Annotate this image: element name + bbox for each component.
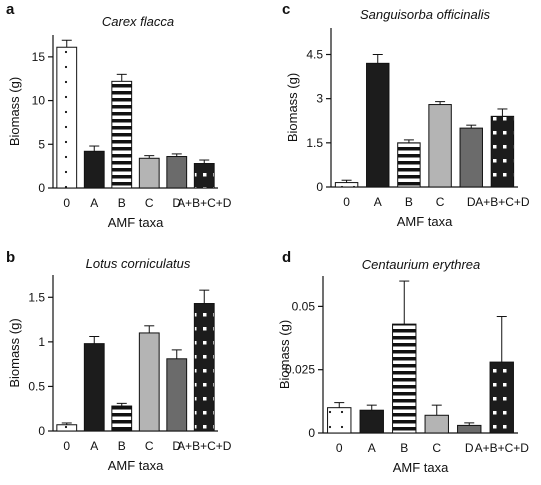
bar-abcd xyxy=(193,163,215,189)
bar-b xyxy=(392,323,417,434)
chart-title: Carex flacca xyxy=(102,14,174,29)
y-tick-label: 1.5 xyxy=(306,136,323,150)
bar-d xyxy=(457,424,482,434)
x-tick-label: A+B+C+D xyxy=(475,195,530,209)
chart-title: Lotus corniculatus xyxy=(86,256,191,271)
x-axis-label: AMF taxa xyxy=(397,214,453,229)
bar-d xyxy=(166,358,188,432)
bar-abcd xyxy=(193,303,215,432)
x-tick-label: A+B+C+D xyxy=(475,441,530,455)
x-tick-label: D xyxy=(172,439,181,453)
x-tick-label: A xyxy=(374,195,382,209)
y-tick-label: 1.5 xyxy=(28,290,45,304)
x-tick-label: C xyxy=(432,441,441,455)
panel-letter: a xyxy=(6,1,15,18)
chart-title: Centaurium erythrea xyxy=(362,257,481,272)
panel-c: c Sanguisorba officinalis 0 1.5 3 4.5 Biomass … xyxy=(282,1,530,229)
bar-c xyxy=(428,104,452,188)
x-tick-label: C xyxy=(145,196,154,210)
y-axis-label: Biomass (g) xyxy=(285,73,300,142)
bar-d xyxy=(166,156,188,189)
bar-control xyxy=(56,46,78,189)
x-tick-label: A xyxy=(90,439,98,453)
y-tick-label: 10 xyxy=(32,94,46,108)
x-tick-label: B xyxy=(118,196,126,210)
bar-a xyxy=(366,62,390,188)
x-tick-label: A xyxy=(90,196,98,210)
x-tick-label: 0 xyxy=(343,195,350,209)
x-tick-label: D xyxy=(465,441,474,455)
bar-control xyxy=(56,424,78,432)
x-tick-label: 0 xyxy=(63,196,70,210)
x-axis-label: AMF taxa xyxy=(393,460,449,475)
x-tick-label: 0 xyxy=(336,441,343,455)
bar-control xyxy=(327,407,352,434)
bar-c xyxy=(424,414,449,434)
panel-letter: c xyxy=(282,1,290,18)
bar-b xyxy=(111,80,133,189)
y-tick-label: 4.5 xyxy=(306,48,323,62)
bar-a xyxy=(83,343,105,432)
y-tick-label: 1 xyxy=(38,335,45,349)
y-tick-label: 0.025 xyxy=(285,363,315,377)
y-tick-label: 15 xyxy=(32,50,46,64)
bar-abcd xyxy=(490,115,515,188)
x-axis-label: AMF taxa xyxy=(108,215,164,230)
bar-a xyxy=(359,409,384,434)
y-tick-label: 0 xyxy=(308,426,315,440)
y-axis-label: Biomass (g) xyxy=(7,318,22,387)
panel-a: a Carex flacca 0 5 10 15 Biomass (g) 0 A B C DA+B+C… xyxy=(6,1,232,230)
x-tick-label: C xyxy=(436,195,445,209)
x-tick-label: A+B+C+D xyxy=(177,439,232,453)
bar-c xyxy=(138,332,160,432)
y-tick-label: 0 xyxy=(38,424,45,438)
x-tick-label: C xyxy=(145,439,154,453)
x-tick-label: D xyxy=(172,196,181,210)
panel-letter: b xyxy=(6,249,15,266)
x-tick-label: D xyxy=(467,195,476,209)
y-axis-label: Biomass (g) xyxy=(7,77,22,146)
x-tick-label: 0 xyxy=(63,439,70,453)
y-tick-label: 0.05 xyxy=(292,299,316,313)
x-tick-label: B xyxy=(405,195,413,209)
x-tick-label: A+B+C+D xyxy=(177,196,232,210)
bar-d xyxy=(459,127,483,188)
y-axis-label: Biomass (g) xyxy=(277,320,292,389)
y-tick-label: 0.5 xyxy=(28,379,45,393)
x-axis-label: AMF taxa xyxy=(108,458,164,473)
panel-letter: d xyxy=(282,249,291,266)
x-tick-label: B xyxy=(400,441,408,455)
panel-b: b Lotus corniculatus 0 0.5 1 1.5 Biomass (g) 0 A… xyxy=(6,249,232,473)
x-tick-label: B xyxy=(118,439,126,453)
y-tick-label: 0 xyxy=(38,181,45,195)
bar-c xyxy=(138,157,160,189)
bar-b xyxy=(111,405,133,432)
chart-title: Sanguisorba officinalis xyxy=(360,7,491,22)
x-tick-label: A xyxy=(368,441,376,455)
y-tick-label: 3 xyxy=(316,92,323,106)
bar-control xyxy=(334,182,359,188)
bar-abcd xyxy=(489,361,514,434)
y-tick-label: 0 xyxy=(316,180,323,194)
y-tick-label: 5 xyxy=(38,137,45,151)
bar-b xyxy=(397,142,421,188)
bar-a xyxy=(83,150,105,189)
